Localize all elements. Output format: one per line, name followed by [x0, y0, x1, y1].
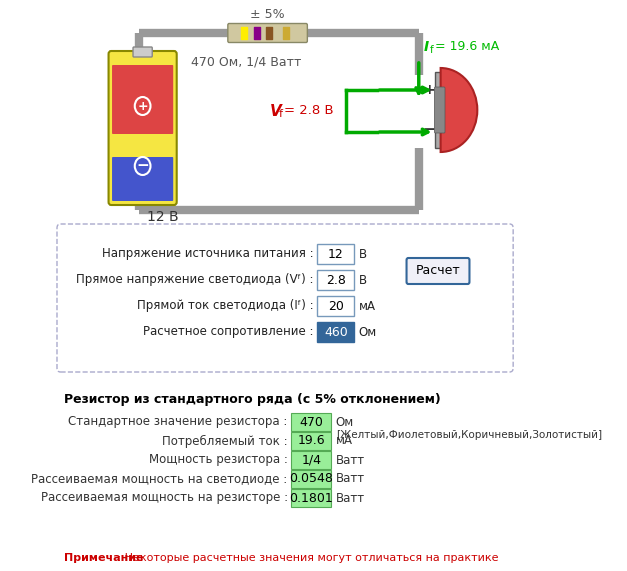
Text: : Некоторые расчетные значения могут отличаться на практике: : Некоторые расчетные значения могут отл… [113, 553, 498, 563]
Text: Рассеиваемая мощность на резисторе :: Рассеиваемая мощность на резисторе : [41, 492, 288, 505]
Text: Расчетное сопротивление :: Расчетное сопротивление : [144, 325, 314, 339]
FancyBboxPatch shape [435, 72, 447, 148]
Text: Прямое напряжение светодиода (Vᶠ) :: Прямое напряжение светодиода (Vᶠ) : [76, 274, 314, 287]
Text: Рассеиваемая мощность на светодиоде :: Рассеиваемая мощность на светодиоде : [31, 472, 288, 485]
FancyBboxPatch shape [112, 157, 173, 201]
Text: I: I [424, 40, 429, 54]
Wedge shape [441, 68, 477, 152]
Text: V: V [270, 103, 282, 119]
Text: 12: 12 [328, 247, 344, 260]
FancyBboxPatch shape [133, 47, 152, 57]
FancyBboxPatch shape [228, 23, 307, 42]
Text: Ватт: Ватт [336, 453, 365, 467]
Text: мА: мА [336, 435, 353, 448]
FancyBboxPatch shape [291, 451, 332, 469]
FancyBboxPatch shape [291, 432, 332, 450]
Text: Ом: Ом [336, 416, 354, 428]
Text: Резистор из стандартного ряда (с 5% отклонением): Резистор из стандартного ряда (с 5% откл… [64, 393, 441, 407]
FancyBboxPatch shape [108, 51, 177, 205]
Text: 20: 20 [328, 300, 344, 312]
Text: +: + [423, 83, 435, 97]
Text: = 2.8 В: = 2.8 В [284, 104, 334, 118]
Text: Примечание: Примечание [64, 553, 144, 563]
Text: f: f [279, 109, 283, 119]
Text: f: f [430, 45, 434, 55]
Text: 2.8: 2.8 [326, 274, 345, 287]
FancyBboxPatch shape [291, 413, 332, 431]
Text: Прямой ток светодиода (Iᶠ) :: Прямой ток светодиода (Iᶠ) : [137, 300, 314, 312]
Text: 470 Ом, 1/4 Ватт: 470 Ом, 1/4 Ватт [191, 55, 301, 69]
Text: В: В [359, 247, 367, 260]
Text: ± 5%: ± 5% [250, 9, 285, 22]
FancyBboxPatch shape [317, 296, 354, 316]
FancyBboxPatch shape [291, 489, 332, 507]
Text: 12 В: 12 В [147, 210, 179, 224]
Text: [Желтый,Фиолетовый,Коричневый,Золотистый]: [Желтый,Фиолетовый,Коричневый,Золотистый… [336, 430, 602, 440]
Text: −: − [136, 159, 149, 174]
Text: Напряжение источника питания :: Напряжение источника питания : [102, 247, 314, 260]
Text: 470: 470 [299, 416, 324, 428]
FancyBboxPatch shape [435, 87, 445, 133]
FancyBboxPatch shape [112, 65, 173, 134]
Text: −: − [423, 123, 436, 138]
Text: = 19.6 мА: = 19.6 мА [435, 41, 498, 54]
Text: Расчет: Расчет [416, 264, 460, 278]
Text: +: + [137, 99, 148, 112]
Text: Ватт: Ватт [336, 492, 365, 505]
Text: Ом: Ом [359, 325, 377, 339]
Text: Мощность резистора :: Мощность резистора : [149, 453, 288, 467]
FancyBboxPatch shape [317, 270, 354, 290]
Text: Ватт: Ватт [336, 472, 365, 485]
Text: 19.6: 19.6 [297, 435, 325, 448]
FancyBboxPatch shape [406, 258, 470, 284]
Text: Стандартное значение резистора :: Стандартное значение резистора : [68, 416, 288, 428]
Text: 0.0548: 0.0548 [289, 472, 333, 485]
Text: мА: мА [359, 300, 376, 312]
FancyBboxPatch shape [57, 224, 513, 372]
Text: 0.1801: 0.1801 [290, 492, 333, 505]
Text: 1/4: 1/4 [302, 453, 321, 467]
FancyBboxPatch shape [291, 470, 332, 488]
Text: В: В [359, 274, 367, 287]
FancyBboxPatch shape [317, 244, 354, 264]
Text: 460: 460 [324, 325, 347, 339]
Text: Потребляемый ток :: Потребляемый ток : [162, 435, 288, 448]
FancyBboxPatch shape [317, 322, 354, 342]
